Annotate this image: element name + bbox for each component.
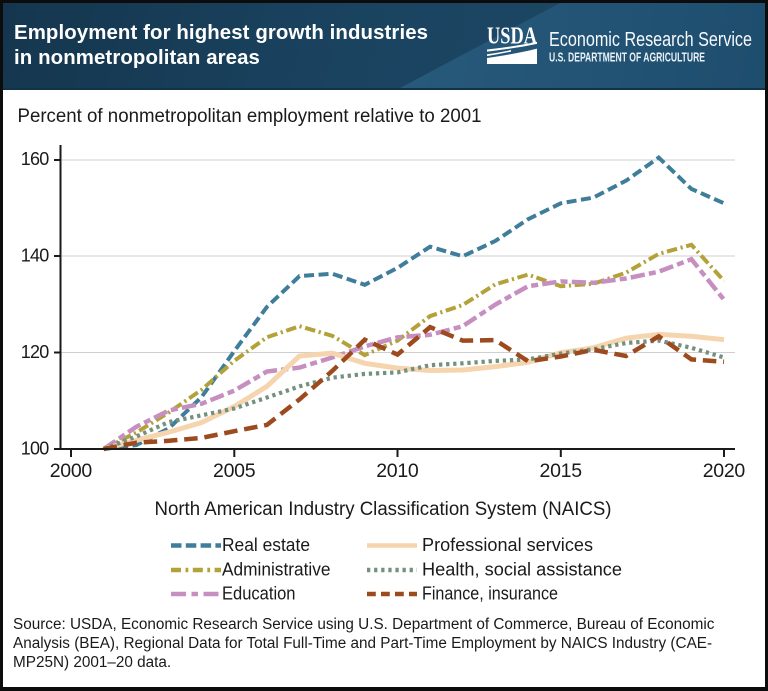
svg-text:Real estate: Real estate	[222, 535, 310, 555]
svg-text:2020: 2020	[703, 460, 746, 482]
svg-text:2015: 2015	[540, 460, 583, 482]
svg-text:160: 160	[21, 149, 50, 169]
svg-text:North American Industry Classi: North American Industry Classification S…	[155, 499, 612, 520]
svg-text:Professional services: Professional services	[422, 535, 593, 555]
svg-text:Education: Education	[222, 584, 296, 604]
svg-text:Percent of nonmetropolitan emp: Percent of nonmetropolitan employment re…	[18, 105, 482, 127]
svg-text:100: 100	[21, 439, 50, 459]
svg-text:140: 140	[21, 246, 50, 266]
svg-text:2005: 2005	[213, 460, 256, 482]
svg-text:U.S. DEPARTMENT OF AGRICULTURE: U.S. DEPARTMENT OF AGRICULTURE	[549, 50, 705, 64]
svg-text:Finance, insurance: Finance, insurance	[422, 584, 558, 604]
svg-text:Health, social assistance: Health, social assistance	[422, 560, 622, 580]
svg-text:2010: 2010	[376, 460, 419, 482]
svg-text:2000: 2000	[50, 460, 93, 482]
svg-text:Economic Research Service: Economic Research Service	[549, 28, 752, 51]
svg-text:Administrative: Administrative	[222, 560, 331, 580]
svg-text:120: 120	[21, 342, 50, 362]
